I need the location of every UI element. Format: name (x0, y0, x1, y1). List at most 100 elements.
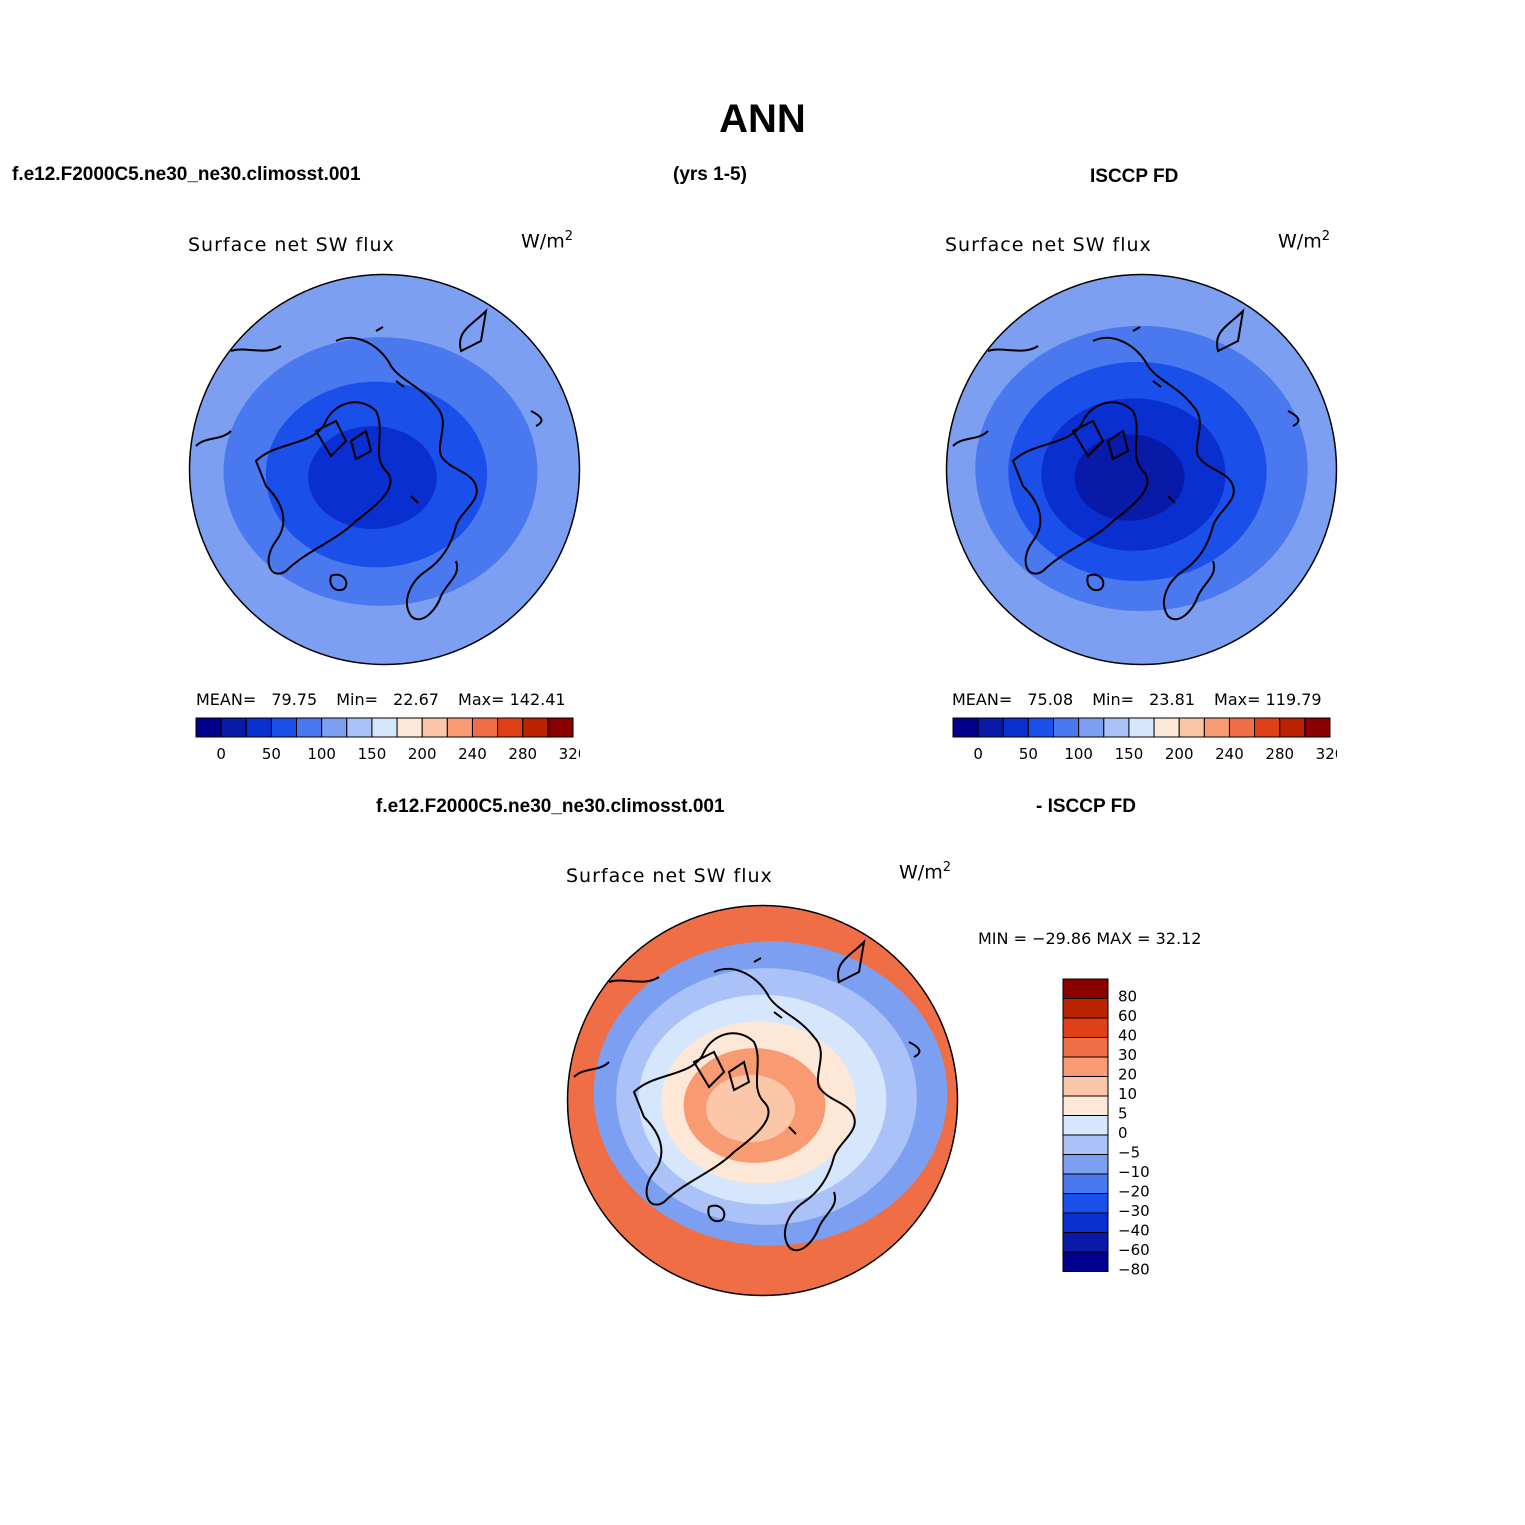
colorbar-tick-label: 10 (1118, 1085, 1137, 1103)
colorbar-box (1062, 1076, 1109, 1097)
colorbar-box (1062, 1173, 1109, 1194)
colorbar-box (270, 717, 298, 738)
colorbar-box (446, 717, 473, 738)
colorbar-tick-label: 200 (1165, 745, 1194, 763)
coastline (908, 1041, 921, 1058)
colorbar-box (195, 717, 222, 738)
obs-max-value: 119.79 (1265, 690, 1322, 709)
colorbar-box (1062, 1095, 1109, 1116)
colorbar-box (1053, 717, 1080, 738)
colorbar-tick-label: 40 (1118, 1027, 1137, 1045)
colorbar-tick-label: 0 (973, 745, 983, 763)
coastline (314, 419, 373, 461)
model-stats: MEAN= 79.75 Min= 22.67 Max= 142.41 (196, 690, 566, 709)
colorbar-box (1062, 1251, 1109, 1272)
colorbar-box (1062, 1037, 1109, 1058)
model-mean-value: 79.75 (271, 690, 318, 709)
case-name-header: f.e12.F2000C5.ne30_ne30.climosst.001 (12, 164, 361, 185)
colorbar-box (1228, 717, 1256, 738)
diff-minmax: MIN = −29.86 MAX = 32.12 (978, 929, 1202, 948)
colorbar-tick-label: 0 (216, 745, 226, 763)
colorbar-tick-label: 320 (1316, 745, 1337, 763)
model-max-value: 142.41 (509, 690, 566, 709)
obs-max-label: Max= (1214, 690, 1261, 709)
colorbar-tick-label: 200 (408, 745, 437, 763)
colorbar-tick-label: 80 (1118, 988, 1137, 1006)
model-units-exponent: 2 (564, 229, 573, 244)
coastline (1086, 573, 1105, 592)
coastline (329, 573, 348, 592)
colorbar-box (522, 717, 549, 738)
colorbar-box (1062, 998, 1109, 1019)
colorbar-box (952, 717, 979, 738)
colorbar-box (1062, 1212, 1109, 1233)
map-boundary (945, 273, 1338, 666)
coastline (1163, 560, 1216, 621)
coastline (335, 336, 478, 572)
coastline (952, 345, 1039, 447)
coastline (632, 1032, 770, 1206)
colorbar-tick-label: 150 (358, 745, 387, 763)
obs-units-exponent: 2 (1321, 229, 1330, 244)
model-units-text: W/m (521, 230, 565, 253)
colorbar-tick-label: −10 (1118, 1163, 1150, 1181)
model-polar-map (188, 273, 581, 666)
model-min-value: 22.67 (393, 690, 439, 709)
colorbar-tick-label: 60 (1118, 1007, 1137, 1025)
colorbar-tick-label: 50 (262, 745, 281, 763)
obs-units-text: W/m (1278, 230, 1322, 253)
colorbar-box (1062, 1115, 1109, 1136)
model-panel-title: Surface net SW flux (188, 234, 395, 256)
diff-units-text: W/m (899, 861, 943, 884)
map-field-region (706, 1074, 795, 1143)
coastline (837, 939, 866, 984)
obs-mean-label: MEAN= (952, 690, 1013, 709)
colorbar-box (1279, 717, 1306, 738)
diff-case-header: f.e12.F2000C5.ne30_ne30.climosst.001 (376, 796, 725, 817)
colorbar-tick-label: −5 (1118, 1144, 1140, 1162)
obs-min-label: Min= (1092, 690, 1135, 709)
colorbar-tick-label: 20 (1118, 1066, 1137, 1084)
colorbar-box (1002, 717, 1029, 738)
coastline (753, 957, 797, 1135)
colorbar-box (1062, 1232, 1109, 1253)
colorbar-box (1062, 1134, 1109, 1155)
colorbar-tick-label: 5 (1118, 1105, 1128, 1123)
colorbar-box (371, 717, 398, 738)
colorbar-box (220, 717, 247, 738)
colorbar-box (1062, 1154, 1109, 1175)
diff-units: W/m2 (899, 860, 951, 883)
map-field-region (1074, 434, 1185, 521)
coastline (530, 410, 543, 427)
colorbar-box (1062, 1017, 1109, 1038)
colorbar-box (1062, 1193, 1109, 1214)
obs-colorbar: 0 50 100 150 200 240 280 320 (952, 717, 1337, 763)
figure-title: ANN (719, 97, 806, 141)
colorbar-box (1062, 1056, 1109, 1077)
colorbar-box (346, 717, 373, 738)
obs-units: W/m2 (1278, 229, 1330, 252)
colorbar-tick-label: 150 (1115, 745, 1144, 763)
colorbar-box (421, 717, 448, 738)
coastline (459, 308, 488, 353)
colorbar-tick-label: 0 (1118, 1124, 1128, 1142)
colorbar-tick-label: 30 (1118, 1046, 1137, 1064)
colorbar-box (1062, 978, 1109, 999)
colorbar-tick-label: 240 (1215, 745, 1244, 763)
colorbar-box (296, 717, 323, 738)
colorbar-box (497, 717, 524, 738)
coastline (1132, 326, 1176, 504)
map-boundary (188, 273, 581, 666)
model-units: W/m2 (521, 229, 573, 252)
colorbar-tick-label: 280 (508, 745, 537, 763)
colorbar-box (1078, 717, 1105, 738)
obs-min-value: 23.81 (1149, 690, 1195, 709)
colorbar-box (1103, 717, 1130, 738)
map-boundary (566, 904, 959, 1297)
obs-polar-map (945, 273, 1338, 666)
colorbar-box (245, 717, 272, 738)
diff-units-exponent: 2 (942, 860, 951, 875)
colorbar-box (1153, 717, 1180, 738)
colorbar-box (1304, 717, 1331, 738)
coastline (784, 1191, 837, 1252)
